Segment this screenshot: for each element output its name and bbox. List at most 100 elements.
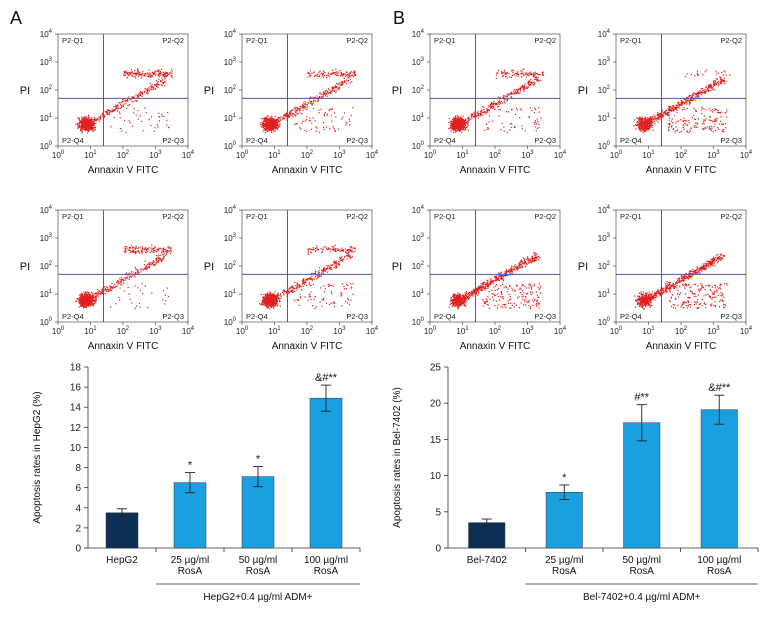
y-tick-label: 104 (412, 205, 425, 215)
tick-exp: 1 (607, 113, 611, 119)
category-label: 50 µg/ml (622, 555, 661, 566)
tick-exp: 0 (61, 326, 65, 332)
tick-base: 10 (117, 327, 126, 336)
x-tick-label: 103 (521, 326, 534, 336)
tick-base: 10 (598, 206, 607, 215)
tick-base: 10 (40, 234, 49, 243)
x-tick-label: 100 (610, 150, 623, 160)
y-tick-label: 14 (70, 403, 82, 414)
panel-label-b: B (393, 8, 405, 28)
quadrant-label: P2-Q1 (62, 36, 84, 45)
quadrant-label: P2-Q4 (434, 136, 456, 145)
tick-exp: 0 (421, 317, 425, 323)
x-tick-label: 102 (301, 326, 314, 336)
tick-exp: 3 (342, 150, 346, 156)
y-tick-label: 100 (224, 141, 237, 151)
y-axis-label: PI (204, 261, 214, 273)
tick-base: 10 (412, 142, 421, 151)
quadrant-label: P2-Q1 (246, 36, 268, 45)
group-label: HepG2+0.4 µg/ml ADM+ (203, 592, 312, 603)
y-tick-label: 10 (70, 443, 82, 454)
y-tick-label: 104 (40, 205, 53, 215)
x-tick-label: 104 (554, 150, 567, 160)
quadrant-label: P2-Q1 (620, 36, 642, 45)
x-tick-label: 104 (182, 326, 195, 336)
tick-base: 10 (489, 151, 498, 160)
bar (105, 512, 139, 549)
tick-exp: 1 (465, 150, 469, 156)
tick-exp: 1 (421, 113, 425, 119)
flow-plot-6: P2-Q1 P2-Q2P2-Q3P2-Q410010010110110210210… (204, 205, 379, 352)
y-axis-label: PI (578, 85, 588, 97)
tick-base: 10 (412, 206, 421, 215)
tick-base: 10 (224, 262, 233, 271)
y-tick-label: 102 (412, 261, 425, 271)
tick-base: 10 (456, 151, 465, 160)
tick-base: 10 (598, 234, 607, 243)
x-axis-label: Annaxin V FITC (88, 341, 159, 352)
x-tick-label: 104 (554, 326, 567, 336)
tick-exp: 4 (49, 29, 53, 35)
tick-exp: 3 (49, 233, 53, 239)
plot-frame (615, 209, 747, 323)
y-tick-label: 103 (598, 57, 611, 67)
y-tick-label: 100 (40, 317, 53, 327)
y-tick-label: 5 (435, 507, 441, 518)
tick-exp: 2 (126, 326, 130, 332)
y-tick-label: 100 (412, 317, 425, 327)
tick-base: 10 (52, 151, 61, 160)
flow-plot-2: P2-Q1 P2-Q2P2-Q3P2-Q410010010110110210210… (204, 29, 379, 176)
y-tick-label: 101 (598, 113, 611, 123)
quadrant-label: P2-Q4 (246, 312, 268, 321)
x-tick-label: 103 (707, 326, 720, 336)
bar-chart-a: 0 2 4 6 8 10 12 14 16 18 Apoptosis rates in HepG2 … (32, 363, 361, 603)
y-tick-label: 100 (40, 141, 53, 151)
tick-exp: 2 (233, 85, 237, 91)
x-tick-label: 101 (268, 326, 281, 336)
tick-exp: 4 (607, 29, 611, 35)
tick-exp: 2 (126, 150, 130, 156)
tick-base: 10 (333, 151, 342, 160)
tick-exp: 4 (191, 326, 195, 332)
tick-exp: 1 (49, 113, 53, 119)
y-tick-label: 100 (598, 317, 611, 327)
tick-base: 10 (84, 327, 93, 336)
y-tick-label: 18 (70, 363, 82, 374)
quadrant-label: P2-Q1 (434, 36, 456, 45)
x-axis-label: Annaxin V FITC (460, 341, 531, 352)
flow-dots (75, 244, 173, 309)
tick-exp: 4 (375, 150, 379, 156)
tick-exp: 2 (310, 150, 314, 156)
bar (468, 522, 506, 549)
tick-base: 10 (236, 151, 245, 160)
tick-base: 10 (224, 114, 233, 123)
tick-base: 10 (412, 290, 421, 299)
tick-base: 10 (40, 206, 49, 215)
tick-exp: 2 (684, 326, 688, 332)
bar (545, 492, 583, 549)
y-tick-label: 101 (224, 113, 237, 123)
tick-base: 10 (675, 151, 684, 160)
y-axis-label: PI (392, 85, 402, 97)
y-axis-label: PI (20, 261, 30, 273)
tick-exp: 3 (530, 326, 534, 332)
tick-exp: 0 (245, 150, 249, 156)
x-axis-label: Annaxin V FITC (646, 341, 717, 352)
significance-label: * (562, 472, 567, 484)
tick-base: 10 (598, 318, 607, 327)
x-tick-label: 101 (642, 326, 655, 336)
y-tick-label: 10 (430, 471, 442, 482)
flow-dots (448, 252, 542, 310)
x-tick-label: 101 (84, 150, 97, 160)
y-tick-label: 101 (40, 289, 53, 299)
tick-exp: 1 (233, 289, 237, 295)
tick-base: 10 (412, 30, 421, 39)
y-tick-label: 102 (412, 85, 425, 95)
x-tick-label: 103 (521, 150, 534, 160)
y-tick-label: 12 (70, 423, 82, 434)
x-tick-label: 104 (740, 326, 753, 336)
x-tick-label: 102 (117, 326, 130, 336)
tick-exp: 3 (530, 150, 534, 156)
x-tick-label: 104 (182, 150, 195, 160)
tick-base: 10 (740, 327, 749, 336)
